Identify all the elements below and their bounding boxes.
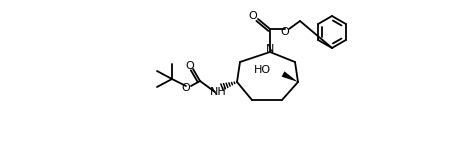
Polygon shape — [281, 71, 298, 82]
Text: N: N — [266, 44, 274, 54]
Text: O: O — [182, 83, 190, 93]
Text: O: O — [185, 61, 194, 71]
Text: O: O — [249, 11, 257, 21]
Text: O: O — [280, 27, 289, 37]
Text: NH: NH — [210, 87, 226, 97]
Text: HO: HO — [254, 65, 271, 75]
